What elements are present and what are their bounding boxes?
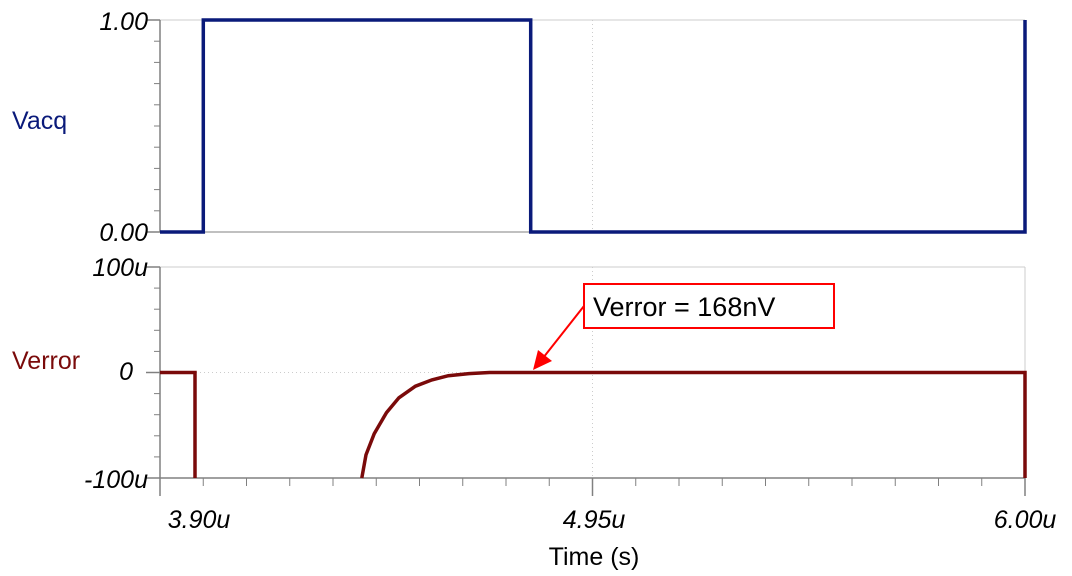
verror-series-line-0 bbox=[160, 370, 197, 478]
verror-annotation: Verror = 168nV bbox=[533, 283, 835, 370]
vacq-y-tick-label-min: 0.00 bbox=[99, 219, 148, 247]
verror-series-line-1 bbox=[360, 370, 1027, 479]
verror-y-tick-label-min: -100u bbox=[84, 466, 148, 494]
x-tick-label-start: 3.90u bbox=[168, 506, 231, 534]
series-layer bbox=[160, 18, 1027, 479]
x-tick-label-end: 6.00u bbox=[994, 506, 1057, 534]
verror-y-tick-label-max: 100u bbox=[92, 254, 148, 282]
vacq-series-line-0 bbox=[160, 18, 1027, 234]
vacq-y-tick-label-max: 1.00 bbox=[99, 8, 148, 36]
annotation-box bbox=[583, 283, 835, 329]
annotation-arrow-line bbox=[542, 305, 585, 359]
annotation-text: Verror = 168nV bbox=[593, 292, 775, 322]
axes-layer bbox=[146, 19, 1026, 496]
x-axis-title: Time (s) bbox=[549, 543, 640, 571]
x-tick-label-mid: 4.95u bbox=[563, 506, 626, 534]
verror-y-tick-label-zero: 0 bbox=[119, 358, 133, 386]
vacq-y-axis-title: Vacq bbox=[12, 107, 67, 135]
annotation-arrow-head bbox=[533, 350, 552, 370]
verror-y-axis-title: Verror bbox=[12, 347, 80, 375]
grid-layer bbox=[160, 19, 1026, 478]
